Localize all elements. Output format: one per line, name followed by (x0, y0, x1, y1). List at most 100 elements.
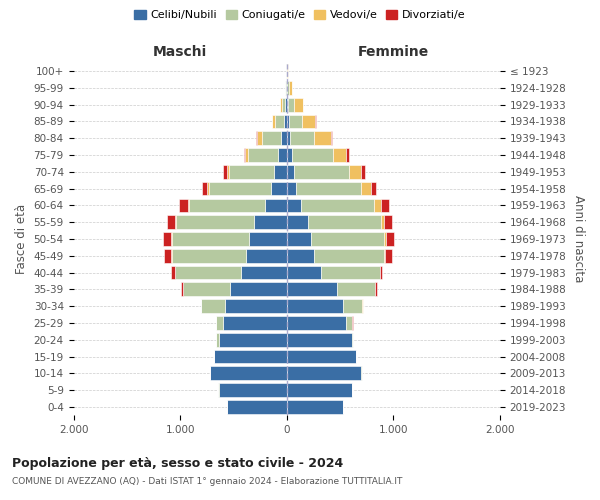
Bar (281, 132, 287, 145)
Bar (223, 316, 287, 330)
Bar (246, 249, 287, 262)
Bar (287, 232, 311, 246)
Bar (296, 182, 361, 196)
Bar (331, 132, 332, 145)
Bar (289, 114, 302, 128)
Bar (287, 182, 296, 196)
Bar (287, 400, 343, 414)
Bar (314, 132, 331, 145)
Bar (302, 114, 315, 128)
Bar (262, 132, 281, 145)
Bar (172, 266, 175, 280)
Bar (181, 282, 183, 296)
Bar (292, 148, 332, 162)
Text: Popolazione per età, sesso e stato civile - 2024: Popolazione per età, sesso e stato civil… (12, 458, 343, 470)
Bar (287, 300, 343, 313)
Bar (287, 198, 301, 212)
Bar (287, 98, 289, 112)
Bar (172, 232, 250, 246)
Bar (241, 266, 287, 280)
Bar (209, 182, 271, 196)
Bar (230, 282, 287, 296)
Y-axis label: Fasce di età: Fasce di età (15, 204, 28, 274)
Bar (172, 249, 246, 262)
Bar (385, 249, 392, 262)
Bar (184, 282, 230, 296)
Bar (346, 316, 352, 330)
Bar (287, 114, 289, 128)
Bar (287, 165, 294, 178)
Y-axis label: Anni di nascita: Anni di nascita (572, 196, 585, 282)
Bar (274, 165, 287, 178)
Bar (287, 148, 292, 162)
Bar (265, 198, 287, 212)
Bar (254, 216, 287, 229)
Bar (179, 198, 188, 212)
Bar (371, 182, 376, 196)
Bar (384, 216, 392, 229)
Bar (188, 198, 265, 212)
Bar (218, 383, 287, 397)
Bar (287, 266, 321, 280)
Bar (208, 182, 209, 196)
Bar (321, 266, 380, 280)
Bar (294, 98, 303, 112)
Bar (176, 216, 254, 229)
Bar (287, 383, 352, 397)
Bar (278, 148, 287, 162)
Bar (217, 333, 218, 346)
Bar (271, 182, 287, 196)
Bar (248, 148, 278, 162)
Bar (244, 148, 245, 162)
Bar (285, 98, 287, 112)
Bar (250, 232, 287, 246)
Bar (308, 216, 380, 229)
Bar (386, 232, 394, 246)
Bar (352, 333, 353, 346)
Bar (384, 232, 386, 246)
Bar (380, 198, 389, 212)
Bar (245, 148, 248, 162)
Bar (287, 333, 352, 346)
Bar (361, 182, 371, 196)
Bar (202, 182, 208, 196)
Bar (284, 114, 287, 128)
Bar (163, 232, 171, 246)
Bar (287, 350, 356, 364)
Bar (380, 266, 382, 280)
Bar (349, 165, 361, 178)
Bar (294, 165, 349, 178)
Bar (380, 216, 384, 229)
Bar (346, 148, 349, 162)
Bar (210, 366, 287, 380)
Bar (343, 300, 362, 313)
Bar (287, 316, 346, 330)
Bar (314, 249, 384, 262)
Bar (167, 216, 175, 229)
Bar (301, 198, 374, 212)
Bar (361, 165, 365, 178)
Bar (282, 98, 285, 112)
Bar (275, 114, 284, 128)
Bar (289, 81, 292, 94)
Bar (214, 350, 287, 364)
Bar (337, 282, 375, 296)
Text: COMUNE DI AVEZZANO (AQ) - Dati ISTAT 1° gennaio 2024 - Elaborazione TUTTITALIA.I: COMUNE DI AVEZZANO (AQ) - Dati ISTAT 1° … (12, 478, 403, 486)
Bar (287, 282, 337, 296)
Bar (311, 232, 384, 246)
Text: Femmine: Femmine (358, 46, 429, 60)
Bar (164, 249, 171, 262)
Bar (229, 165, 274, 178)
Bar (287, 216, 308, 229)
Bar (289, 98, 294, 112)
Bar (287, 132, 290, 145)
Bar (272, 114, 275, 128)
Bar (332, 148, 346, 162)
Bar (287, 249, 314, 262)
Bar (257, 132, 262, 145)
Bar (287, 81, 289, 94)
Bar (256, 132, 257, 145)
Legend: Celibi/Nubili, Coniugati/e, Vedovi/e, Divorziati/e: Celibi/Nubili, Coniugati/e, Vedovi/e, Di… (130, 6, 470, 25)
Bar (280, 98, 282, 112)
Bar (384, 249, 385, 262)
